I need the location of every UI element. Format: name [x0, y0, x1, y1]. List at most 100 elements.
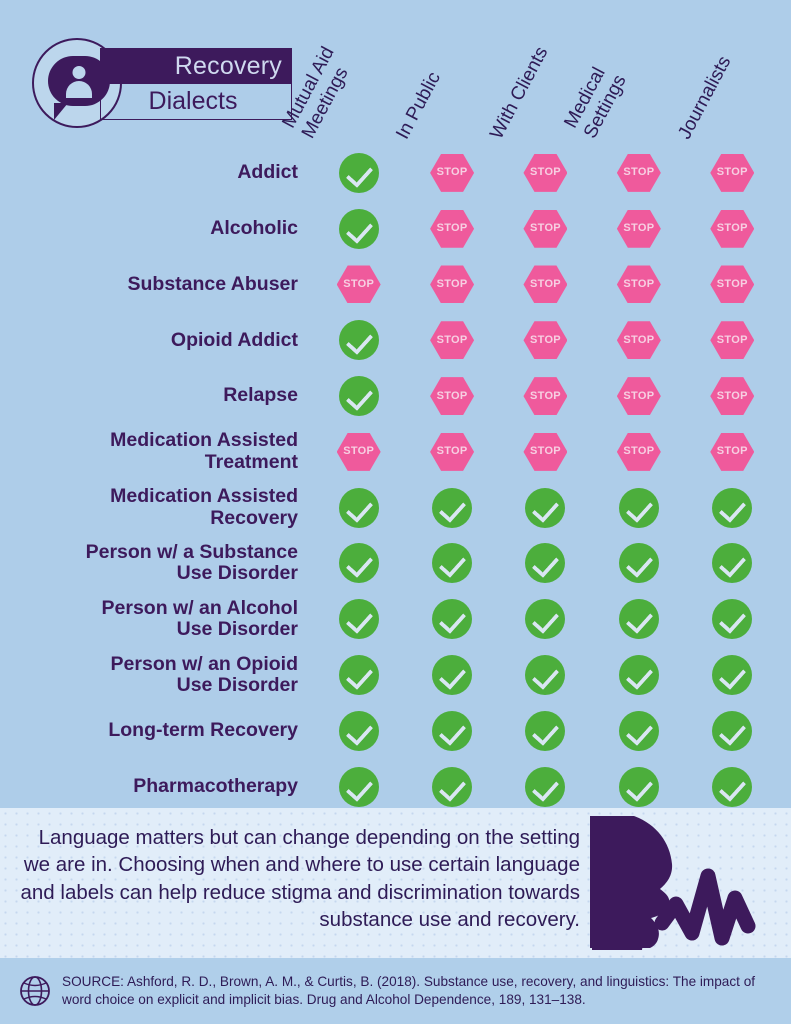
- matrix-cell: [499, 655, 592, 696]
- table-row: Substance Abuser STOP STOP STOP STOP STOP: [0, 257, 791, 313]
- stop-hexagon-icon: STOP: [523, 321, 568, 360]
- stop-label: STOP: [623, 445, 655, 458]
- matrix-cell: [312, 208, 405, 249]
- matrix-cell: [405, 543, 498, 584]
- matrix-cell: [312, 710, 405, 751]
- matrix-cell: [592, 655, 685, 696]
- check-circle-icon: [525, 543, 566, 584]
- table-row: Alcoholic STOP STOP STOP STOP: [0, 201, 791, 257]
- stop-hexagon-icon: STOP: [710, 377, 755, 416]
- stop-label: STOP: [623, 277, 655, 290]
- row-cells: STOP STOP STOP STOP STOP: [312, 432, 791, 471]
- stop-hexagon-icon: STOP: [523, 432, 568, 471]
- row-label-addict: Addict: [237, 161, 298, 184]
- stop-label: STOP: [623, 222, 655, 235]
- check-circle-icon: [338, 376, 379, 417]
- check-circle-icon: [432, 766, 473, 807]
- row-cells: [312, 766, 791, 807]
- matrix-cell: STOP: [592, 209, 685, 249]
- check-circle-icon: [618, 766, 659, 807]
- matrix-cell: [312, 376, 405, 417]
- check-circle-icon: [338, 543, 379, 584]
- stop-label: STOP: [716, 333, 748, 346]
- check-circle-icon: [338, 599, 379, 640]
- matrix-cell: STOP: [686, 265, 779, 304]
- matrix-cell: STOP: [405, 209, 498, 249]
- stop-hexagon-icon: STOP: [336, 265, 381, 304]
- check-circle-icon: [525, 655, 566, 696]
- matrix-cell: STOP: [312, 432, 405, 471]
- table-row: Relapse STOP STOP STOP STOP: [0, 368, 791, 424]
- stop-hexagon-icon: STOP: [523, 377, 568, 416]
- column-header-medical-settings: Medical Settings: [560, 64, 631, 143]
- stop-label: STOP: [529, 222, 561, 235]
- stop-label: STOP: [529, 445, 561, 458]
- row-label-substance-abuser: Substance Abuser: [127, 272, 299, 295]
- matrix-cell: [405, 487, 498, 528]
- speech-bubble-person-icon: [48, 56, 110, 120]
- matrix-cell: STOP: [499, 265, 592, 304]
- row-label-person-w-a-substance-use-disorder: Person w/ a Substance Use Disorder: [85, 541, 298, 585]
- stop-hexagon-icon: STOP: [430, 432, 475, 471]
- stop-label: STOP: [529, 166, 561, 179]
- table-row: Pharmacotherapy: [0, 759, 791, 815]
- row-label-medication-assisted-recovery: Medication Assisted Recovery: [110, 485, 298, 529]
- stop-label: STOP: [623, 333, 655, 346]
- matrix-cell: STOP: [686, 376, 779, 416]
- matrix-cell: [405, 766, 498, 807]
- stop-label: STOP: [716, 389, 748, 402]
- matrix-cell: [592, 710, 685, 751]
- matrix-cell: [592, 766, 685, 807]
- row-label-pharmacotherapy: Pharmacotherapy: [133, 774, 298, 797]
- matrix-cell: [312, 599, 405, 640]
- row-label-person-w-an-opioid-use-disorder: Person w/ an Opioid Use Disorder: [110, 652, 298, 697]
- matrix-cell: STOP: [592, 153, 685, 193]
- check-circle-icon: [618, 487, 659, 528]
- matrix-cell: [499, 599, 592, 640]
- matrix-cell: STOP: [592, 265, 685, 304]
- check-circle-icon: [525, 766, 566, 807]
- check-circle-icon: [712, 599, 753, 640]
- stop-label: STOP: [529, 277, 561, 290]
- table-row: Long-term Recovery: [0, 703, 791, 759]
- matrix-cell: [312, 655, 405, 696]
- stop-hexagon-icon: STOP: [523, 153, 568, 192]
- matrix-cell: STOP: [405, 376, 498, 416]
- stop-hexagon-icon: STOP: [616, 432, 661, 471]
- matrix-cell: STOP: [592, 320, 685, 360]
- column-header-in-public: In Public: [392, 68, 445, 143]
- row-label-alcoholic: Alcoholic: [210, 216, 298, 239]
- stop-label: STOP: [436, 333, 468, 346]
- stop-hexagon-icon: STOP: [616, 321, 661, 360]
- check-circle-icon: [618, 543, 659, 584]
- source-citation: SOURCE: Ashford, R. D., Brown, A. M., & …: [62, 973, 756, 1007]
- matrix-cell: STOP: [686, 432, 779, 471]
- stop-label: STOP: [623, 166, 655, 179]
- globe-icon: [20, 976, 50, 1006]
- check-circle-icon: [432, 710, 473, 751]
- check-circle-icon: [618, 655, 659, 696]
- stop-hexagon-icon: STOP: [523, 265, 568, 304]
- matrix-cell: [499, 487, 592, 528]
- check-circle-icon: [432, 655, 473, 696]
- stop-hexagon-icon: STOP: [430, 321, 475, 360]
- stop-hexagon-icon: STOP: [430, 209, 475, 248]
- quote-panel: Language matters but can change dependin…: [0, 808, 791, 958]
- check-circle-icon: [712, 543, 753, 584]
- stop-label: STOP: [623, 389, 655, 402]
- matrix-cell: STOP: [686, 153, 779, 193]
- row-cells: [312, 487, 791, 528]
- table-row: Person w/ an Alcohol Use Disorder: [0, 591, 791, 647]
- row-cells: STOP STOP STOP STOP STOP: [312, 265, 791, 304]
- stop-label: STOP: [716, 277, 748, 290]
- matrix-cell: STOP: [405, 153, 498, 193]
- matrix-cell: STOP: [499, 320, 592, 360]
- matrix-cell: [405, 599, 498, 640]
- title-bar-bottom: Dialects: [100, 84, 292, 120]
- check-circle-icon: [338, 487, 379, 528]
- matrix-cell: STOP: [686, 209, 779, 249]
- matrix-cell: [686, 766, 779, 807]
- matrix-cell: [499, 543, 592, 584]
- stop-label: STOP: [716, 445, 748, 458]
